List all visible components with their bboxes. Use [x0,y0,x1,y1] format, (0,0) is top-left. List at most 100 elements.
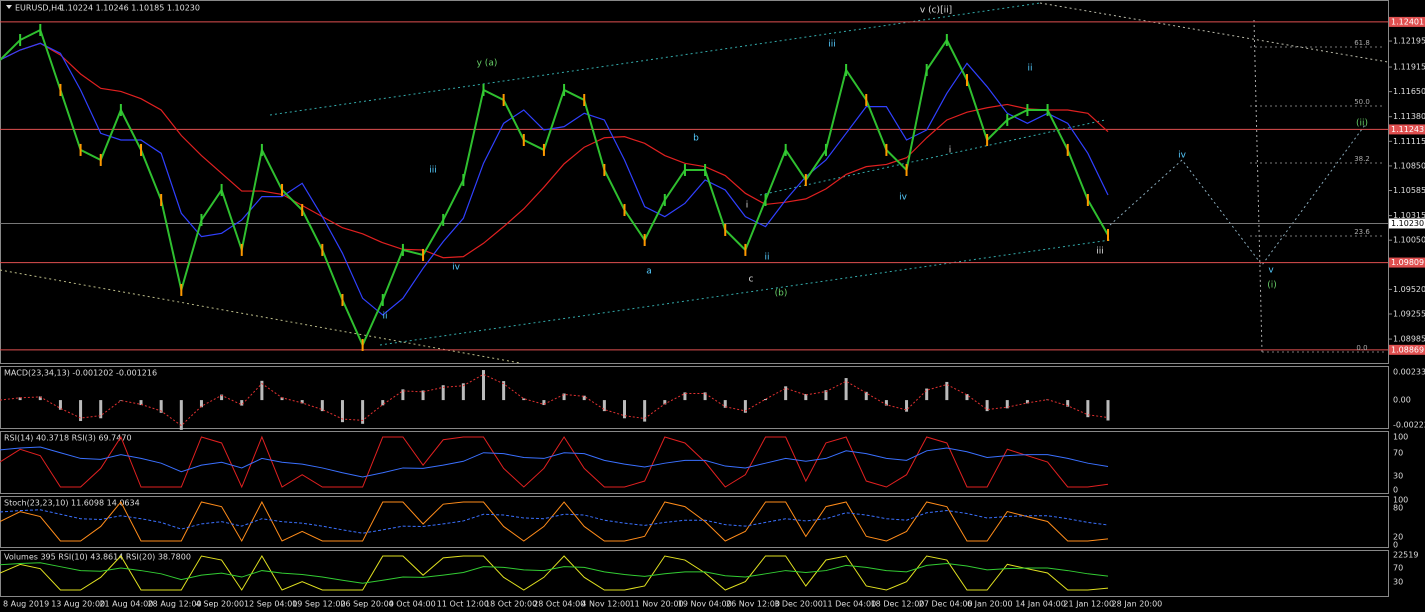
panel-label: 70 [1393,564,1403,573]
indicator-line-2 [0,562,1109,584]
price-label: 1.11380 [1393,112,1425,121]
macd-signal [0,373,1109,427]
wave-label: v [1268,266,1274,276]
indicator-line-2 [0,509,1109,534]
macd-frame [0,366,1389,429]
price-label: 1.11650 [1393,87,1425,96]
wave-label: i [746,201,749,211]
price-label: 1.10585 [1393,186,1425,195]
time-label: 21 Jan 12:00 [1063,600,1114,609]
moving-average [0,42,1109,259]
price-line [0,28,1109,348]
price-label: 1.12195 [1393,37,1425,46]
time-label: 8 Aug 2019 [3,600,49,609]
price-label: 1.10850 [1393,161,1425,170]
level-label: 1.09809 [1391,258,1424,267]
wave-label: (b) [775,289,788,299]
time-label: 4 Nov 12:00 [581,600,630,609]
time-label: 13 Aug 20:00 [51,600,105,609]
panel-label: 30 [1393,472,1403,481]
fib-vertical [1253,19,1263,353]
price-label: 1.09255 [1393,309,1425,318]
panel-label: 20 [1393,533,1403,542]
quote: 1.10224 1.10246 1.10185 1.10230 [60,4,200,13]
volume-frame [0,550,1389,597]
fib-label: 0.0 [1356,344,1367,352]
time-label: 18 Dec 12:00 [871,600,925,609]
trend-line [1039,2,1389,63]
level-box [1389,16,1425,27]
level-label: 1.08869 [1391,345,1424,354]
channel-mid [759,119,1106,196]
panel-label: 0 [1393,486,1398,495]
panel-label: 0.002334 [1393,368,1425,377]
panel-label: 70 [1393,449,1403,458]
indicator-line [0,435,1109,489]
wave-label: c [749,275,754,285]
wave-label: ii [382,312,387,322]
price-label: 1.11115 [1393,137,1425,146]
panel-title: Stoch(23,23,10) 11.6098 14.0634 [4,499,140,508]
time-label: 21 Aug 04:00 [99,600,153,609]
wave-label: ii [764,253,769,263]
indicator-line [0,500,1109,543]
stoch-frame [0,496,1389,548]
panel-label: 0.00 [1393,396,1411,405]
time-label: 4 Oct 04:00 [389,600,436,609]
price-label: 1.09520 [1393,285,1425,294]
wave-label: v (c)[ii] [920,6,952,16]
time-label: 28 Aug 12:00 [148,600,202,609]
wave-label: b [693,134,699,144]
fib-label: 50.0 [1354,98,1370,106]
moving-average [0,42,1109,316]
forecast-path [1109,124,1366,266]
symbol: EURUSD,H4 [15,4,62,13]
wave-label: a [646,267,652,277]
fib-label: 61.8 [1354,39,1370,47]
panel-label: 80 [1393,504,1403,513]
panel-label: 100 [1393,433,1408,442]
time-label: 19 Sep 12:00 [292,600,345,609]
channels [0,2,1389,364]
time-label: 26 Nov 12:00 [726,600,780,609]
panel-title: Volumes 395 RSI(10) 43.8614 RSI(20) 38.7… [4,553,191,562]
panel-title: MACD(23,34,13) -0.001202 -0.001216 [4,369,157,378]
wave-label: iv [1178,151,1187,161]
wave-label: iv [452,263,461,273]
panel-label: 30 [1393,578,1403,587]
time-label: 11 Dec 04:00 [822,600,876,609]
current-label: 1.10230 [1391,219,1424,228]
indicator-line [0,555,1109,591]
frames [0,0,1389,597]
level-label: 1.12401 [1391,17,1424,26]
wave-label: iii [1096,247,1104,257]
panel-label: -0.00222 [1393,421,1425,430]
time-label: 28 Oct 04:00 [533,600,585,609]
menu-arrow[interactable] [6,5,12,9]
wave-label: (ii) [1356,119,1368,129]
wave-label: i [949,146,952,156]
time-label: 3 Dec 20:00 [774,600,823,609]
main-frame [0,0,1389,364]
fib-label: 23.6 [1354,228,1370,236]
panel-title: RSI(14) 40.3718 RSI(3) 69.7470 [4,434,132,443]
time-label: 12 Sep 04:00 [244,600,297,609]
time-label: 4 Sep 20:00 [196,600,244,609]
trend-line-low [0,269,521,364]
level-box [1389,344,1425,355]
wave-label: iii [429,166,437,176]
wave-label: y (a) [477,59,498,69]
wave-label: (i) [1267,281,1277,291]
time-label: 11 Oct 12:00 [437,600,489,609]
price-label: 1.10315 [1393,211,1425,220]
panel-label: 100 [1393,496,1408,505]
time-label: 18 Oct 20:00 [485,600,537,609]
rsi-frame [0,431,1389,494]
price-label: 1.11915 [1393,63,1425,72]
level-label: 1.11243 [1391,125,1424,134]
time-label: 11 Nov 20:00 [630,600,684,609]
panel-label: 0 [1393,541,1398,550]
current-box [1389,218,1425,229]
